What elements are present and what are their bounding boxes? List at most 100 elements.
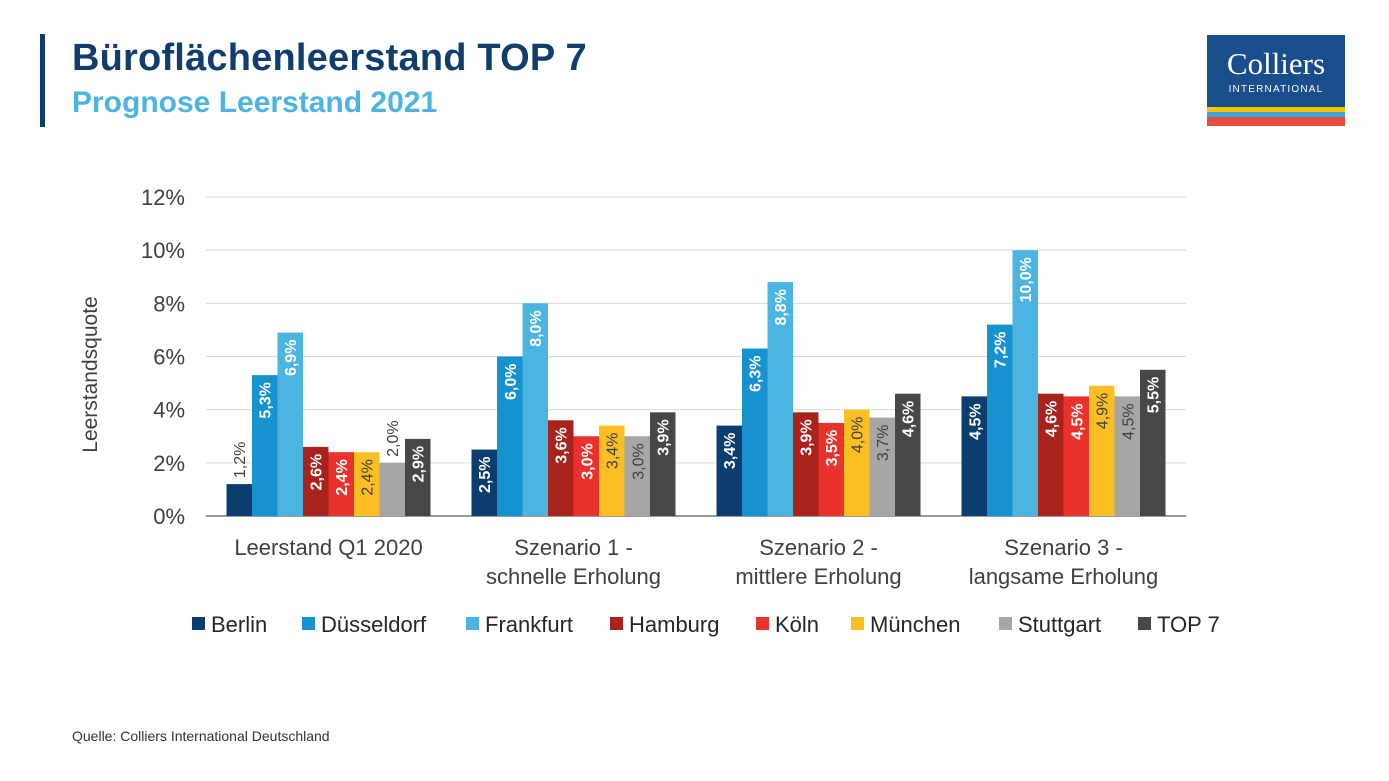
- data-label: 3,9%: [656, 419, 673, 455]
- data-label: 2,4%: [360, 459, 377, 495]
- data-label: 2,0%: [385, 420, 402, 456]
- legend-label: Stuttgart: [1018, 612, 1101, 637]
- bar-frankfurt: [1012, 250, 1038, 516]
- legend-swatch: [466, 617, 479, 630]
- legend-label: München: [870, 612, 961, 637]
- bar-m-nchen: [1089, 385, 1115, 516]
- data-label: 4,5%: [1120, 403, 1137, 439]
- page-title: Büroflächenleerstand TOP 7: [72, 37, 587, 79]
- y-tick-label: 0%: [153, 504, 185, 529]
- bar-k-ln: [328, 452, 354, 516]
- bar-m-nchen: [354, 452, 380, 516]
- bar-hamburg: [793, 412, 819, 516]
- data-label: 5,3%: [258, 382, 275, 418]
- title-accent-bar: [40, 34, 45, 127]
- legend-swatch: [756, 617, 769, 630]
- y-tick-label: 12%: [141, 185, 185, 210]
- legend-swatch: [851, 617, 864, 630]
- data-label: 6,3%: [748, 356, 765, 392]
- data-label: 4,6%: [901, 401, 918, 437]
- bar-d-sseldorf: [252, 375, 278, 516]
- y-tick-label: 10%: [141, 238, 185, 263]
- bar-frankfurt: [277, 332, 303, 516]
- logo-stripe-yellow: [1207, 107, 1345, 112]
- bar-berlin: [471, 449, 497, 516]
- bar-m-nchen: [844, 409, 870, 516]
- data-label: 2,6%: [309, 454, 326, 490]
- data-label: 3,7%: [875, 425, 892, 461]
- y-tick-label: 8%: [153, 291, 185, 316]
- bar-stuttgart: [1114, 396, 1140, 516]
- logo-stripe-blue: [1207, 112, 1345, 117]
- bar-hamburg: [1038, 393, 1064, 516]
- y-tick-label: 6%: [153, 345, 185, 370]
- bar-top-7: [895, 393, 921, 516]
- bar-hamburg: [548, 420, 574, 516]
- bar-d-sseldorf: [497, 356, 523, 516]
- data-label: 4,5%: [967, 403, 984, 439]
- data-label: 3,4%: [722, 433, 739, 469]
- bar-top-7: [1140, 369, 1166, 516]
- data-label: 1,2%: [232, 442, 249, 478]
- legend-label: TOP 7: [1157, 612, 1220, 637]
- y-tick-label: 2%: [153, 451, 185, 476]
- bar-stuttgart: [869, 417, 895, 516]
- legend-label: Berlin: [211, 612, 267, 637]
- data-label: 3,0%: [630, 443, 647, 479]
- logo-stripe-red: [1207, 117, 1345, 126]
- data-label: 6,0%: [503, 364, 520, 400]
- legend-label: Hamburg: [629, 612, 719, 637]
- bar-d-sseldorf: [742, 348, 768, 516]
- logo-name: Colliers: [1226, 46, 1326, 81]
- data-label: 2,5%: [477, 457, 494, 493]
- data-label: 3,0%: [579, 443, 596, 479]
- data-label: 4,9%: [1095, 393, 1112, 429]
- bar-stuttgart: [379, 462, 405, 516]
- logo-tagline: INTERNATIONAL: [1228, 84, 1324, 95]
- data-label: 3,5%: [824, 430, 841, 466]
- data-label: 2,4%: [334, 459, 351, 495]
- data-label: 2,9%: [411, 446, 428, 482]
- x-category-label: Szenario 3 -: [1004, 535, 1123, 560]
- bar-hamburg: [303, 446, 329, 516]
- legend-swatch: [1138, 617, 1151, 630]
- legend-label: Köln: [775, 612, 819, 637]
- page-subtitle: Prognose Leerstand 2021: [72, 86, 438, 119]
- data-label: 6,9%: [283, 340, 300, 376]
- legend-swatch: [610, 617, 623, 630]
- colliers-logo: Colliers INTERNATIONAL: [1207, 35, 1345, 126]
- bar-berlin: [226, 484, 252, 516]
- x-category-label: langsame Erholung: [969, 564, 1159, 589]
- y-tick-label: 4%: [153, 398, 185, 423]
- bar-top-7: [650, 412, 676, 516]
- bar-k-ln: [573, 436, 599, 516]
- data-label: 8,0%: [528, 310, 545, 346]
- source-note: Quelle: Colliers International Deutschla…: [72, 728, 330, 744]
- legend-swatch: [192, 617, 205, 630]
- x-category-label: mittlere Erholung: [735, 564, 901, 589]
- legend-swatch: [302, 617, 315, 630]
- bar-frankfurt: [522, 303, 548, 516]
- x-category-label: schnelle Erholung: [486, 564, 661, 589]
- y-axis-title: Leerstandsquote: [79, 296, 102, 452]
- bar-m-nchen: [599, 425, 625, 516]
- data-label: 10,0%: [1018, 257, 1035, 302]
- data-label: 4,5%: [1069, 403, 1086, 439]
- bar-berlin: [716, 425, 742, 516]
- x-category-label: Szenario 2 -: [759, 535, 878, 560]
- data-label: 3,6%: [554, 427, 571, 463]
- bar-stuttgart: [624, 436, 650, 516]
- legend-label: Düsseldorf: [321, 612, 427, 637]
- bar-d-sseldorf: [987, 324, 1013, 516]
- data-label: 5,5%: [1146, 377, 1163, 413]
- data-label: 3,9%: [799, 419, 816, 455]
- data-label: 8,8%: [773, 289, 790, 325]
- data-label: 7,2%: [993, 332, 1010, 368]
- bar-berlin: [961, 396, 987, 516]
- bar-k-ln: [818, 422, 844, 516]
- bar-k-ln: [1063, 396, 1089, 516]
- x-category-label: Szenario 1 -: [514, 535, 633, 560]
- data-label: 4,0%: [850, 417, 867, 453]
- bar-top-7: [405, 438, 431, 516]
